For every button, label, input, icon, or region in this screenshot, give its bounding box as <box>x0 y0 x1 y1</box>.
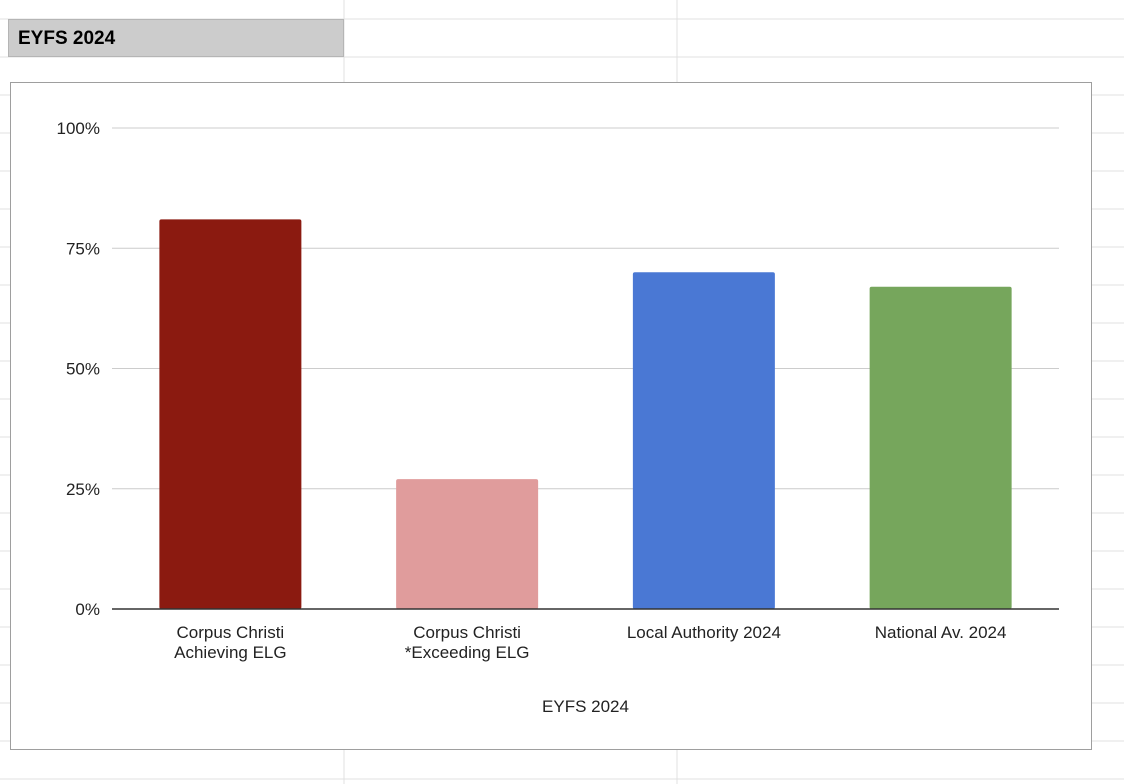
bar-chart: 0% 25% 50% 75% 100% Corpus Christi Achieving E… <box>57 119 1059 716</box>
x-tick-label: Corpus Christi Achieving ELG <box>174 623 286 662</box>
chart-panel[interactable]: 0% 25% 50% 75% 100% Corpus Christi Achieving E… <box>10 82 1092 750</box>
y-tick-label: 100% <box>57 119 100 138</box>
x-tick-label: Corpus Christi *Exceeding ELG <box>405 623 530 662</box>
bar[interactable] <box>159 219 302 609</box>
y-tick-label: 25% <box>66 480 100 499</box>
x-tick-label: National Av. 2024 <box>875 623 1007 642</box>
y-tick-label: 0% <box>75 600 100 619</box>
x-tick-label: Local Authority 2024 <box>627 623 781 642</box>
title-cell[interactable]: EYFS 2024 <box>8 19 344 57</box>
y-tick-label: 75% <box>66 239 100 258</box>
y-tick-label: 50% <box>66 360 100 379</box>
bar[interactable] <box>632 272 775 609</box>
bar[interactable] <box>396 479 539 609</box>
bar[interactable] <box>869 286 1012 609</box>
x-axis-title: EYFS 2024 <box>542 697 629 716</box>
